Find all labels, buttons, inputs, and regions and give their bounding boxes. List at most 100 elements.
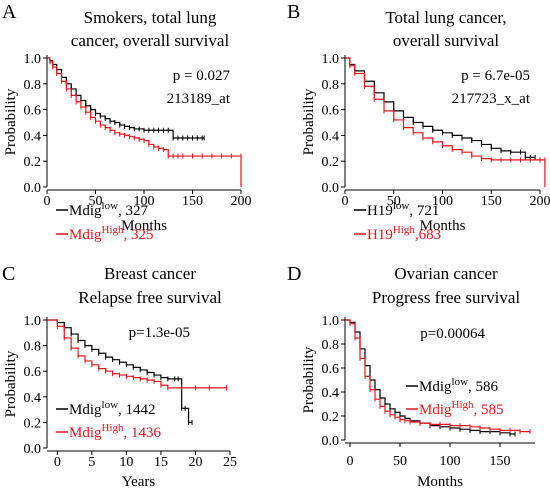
- x-tick-label: 50: [393, 454, 407, 469]
- legend-separator: ,: [124, 227, 132, 243]
- legend-entry: Mdiglow, 1442: [69, 399, 156, 418]
- x-tick-label: 25: [223, 455, 237, 470]
- annotation: p=0.00064: [420, 326, 485, 342]
- y-tick-label: 0.6: [322, 362, 340, 377]
- y-tick-label: 0.4: [322, 386, 340, 401]
- y-tick-label: 0.2: [24, 416, 42, 431]
- chart-title-line: Relapse free survival: [78, 288, 222, 307]
- x-tick-label: 5: [88, 455, 95, 470]
- panel-b: B Total lung cancer, overall survival 0.0 0.…: [287, 1, 550, 243]
- y-tick-label: 0.0: [322, 181, 340, 196]
- chart-title-line: Total lung cancer,: [385, 8, 506, 27]
- y-tick-label: 0.0: [322, 434, 340, 449]
- legend-superscript: High: [393, 224, 416, 236]
- annotation: 213189_at: [167, 91, 231, 107]
- y-axis-label: Probability: [301, 346, 317, 413]
- y-tick-label: 0.8: [24, 340, 42, 355]
- annotation: 217723_x_at: [452, 91, 531, 107]
- panel-letter: D: [287, 263, 301, 285]
- legend-name: Mdig: [69, 227, 102, 243]
- legend-name: Mdig: [69, 203, 102, 219]
- x-tick-label: 150: [481, 194, 502, 209]
- legend-entry: H19low, 721: [367, 200, 439, 219]
- legend-entry: Mdiglow, 586: [419, 376, 499, 395]
- legend-superscript: High: [102, 422, 125, 434]
- chart-title-line: Ovarian cancer: [394, 264, 498, 283]
- y-tick-label: 0.4: [322, 129, 340, 144]
- x-tick-label: 0: [342, 194, 349, 209]
- y-tick-label: 0.4: [24, 129, 42, 144]
- y-tick-label: 0.6: [24, 365, 42, 380]
- y-axis-label: Probability: [3, 350, 19, 417]
- legend-count: 1436: [131, 425, 162, 441]
- annotation: p = 6.7e-05: [461, 68, 530, 84]
- x-axis-label: Months: [417, 474, 463, 489]
- legend-separator: ,: [468, 379, 476, 395]
- x-tick-label: 0: [44, 194, 51, 209]
- legend-separator: ,: [124, 425, 132, 441]
- legend-separator: ,: [118, 402, 126, 418]
- y-tick-label: 0.2: [322, 155, 340, 170]
- legend-superscript: low: [452, 376, 469, 388]
- x-tick-label: 200: [231, 194, 252, 209]
- legend-superscript: low: [102, 399, 119, 411]
- x-tick-label: 0: [54, 455, 61, 470]
- legend-separator: ,: [409, 203, 417, 219]
- y-tick-label: 0.6: [24, 104, 42, 119]
- legend-superscript: low: [102, 200, 119, 212]
- legend-name: Mdig: [419, 402, 452, 418]
- y-tick-label: 1.0: [24, 314, 42, 329]
- x-tick-label: 100: [440, 454, 461, 469]
- legend-count: 325: [131, 227, 154, 243]
- y-tick-label: 0.4: [24, 391, 42, 406]
- y-tick-label: 0.0: [24, 181, 42, 196]
- x-tick-label: 15: [154, 455, 168, 470]
- legend-superscript: High: [102, 224, 125, 236]
- legend-name: Mdig: [69, 425, 102, 441]
- legend-superscript: High: [452, 399, 475, 411]
- y-axis-label: Probability: [3, 88, 19, 155]
- legend-count: 721: [417, 203, 440, 219]
- legend-name: H19: [367, 227, 393, 243]
- panel-a: A Smokers, total lung cancer, overall surv…: [2, 1, 252, 243]
- panel-d: D Ovarian cancer Progress free survival 0.0…: [287, 263, 535, 489]
- legend-entry: MdigHigh, 1436: [69, 422, 162, 441]
- legend-entry: MdigHigh, 585: [419, 399, 504, 418]
- legend-entry: H19High,683: [367, 224, 441, 243]
- legend-entry: Mdiglow, 327: [69, 200, 149, 219]
- x-tick-label: 20: [188, 455, 202, 470]
- legend-name: Mdig: [69, 402, 102, 418]
- legend-separator: ,: [415, 227, 419, 243]
- legend-entry: MdigHigh, 325: [69, 224, 154, 243]
- y-tick-label: 0.8: [322, 78, 340, 93]
- legend-name: H19: [367, 203, 393, 219]
- x-tick-label: 150: [182, 194, 203, 209]
- y-axis-label: Probability: [301, 88, 317, 155]
- legend-name: Mdig: [419, 379, 452, 395]
- chart-title-line: Progress free survival: [372, 288, 521, 307]
- chart-title-line: Smokers, total lung: [84, 8, 217, 27]
- chart-title-line: Breast cancer: [104, 264, 196, 283]
- x-axis-label: Months: [121, 218, 167, 234]
- panel-c: C Breast cancer Relapse free survival 0.0 0.…: [2, 263, 237, 489]
- legend-count: 1442: [126, 402, 156, 418]
- x-tick-label: 200: [530, 194, 550, 209]
- y-tick-label: 0.2: [322, 410, 340, 425]
- legend-count: 327: [126, 203, 149, 219]
- x-tick-label: 0: [347, 454, 354, 469]
- legend-separator: ,: [474, 402, 482, 418]
- chart-title-line: overall survival: [393, 31, 499, 50]
- panel-letter: C: [2, 263, 15, 285]
- annotation: p=1.3e-05: [129, 325, 190, 341]
- chart-title-line: cancer, overall survival: [71, 31, 230, 50]
- y-tick-label: 0.8: [322, 338, 340, 353]
- x-tick-label: 100: [432, 194, 453, 209]
- panel-letter: B: [287, 1, 300, 23]
- y-tick-label: 1.0: [322, 314, 340, 329]
- y-tick-label: 0.8: [24, 78, 42, 93]
- x-axis-label: Months: [420, 218, 466, 234]
- y-tick-label: 0.6: [322, 104, 340, 119]
- y-tick-label: 1.0: [24, 52, 42, 67]
- annotation: p = 0.027: [173, 68, 231, 84]
